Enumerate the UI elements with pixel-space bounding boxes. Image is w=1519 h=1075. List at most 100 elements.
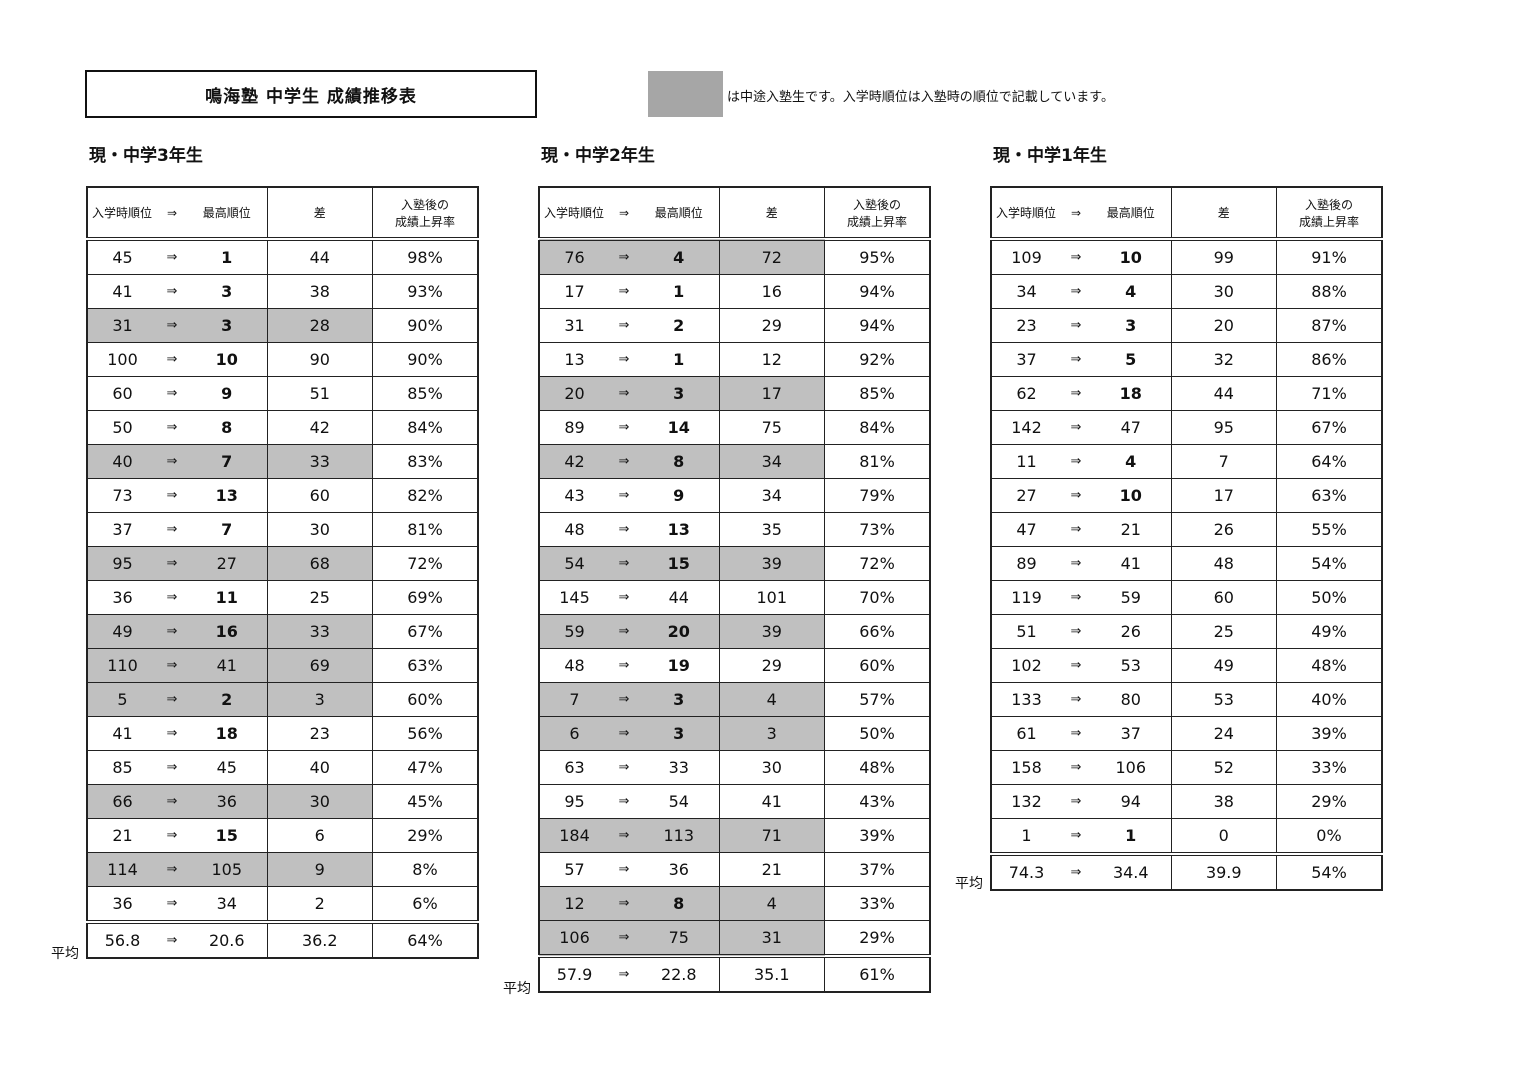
table-row: 48 ⇒ 19 29 60% bbox=[538, 648, 931, 683]
improvement-rate: 0% bbox=[1276, 818, 1383, 855]
best-rank: 26 bbox=[1091, 614, 1172, 649]
rank-diff: 33 bbox=[266, 444, 373, 479]
arrow-icon: ⇒ bbox=[1061, 376, 1091, 411]
rank-diff: 20 bbox=[1170, 308, 1277, 343]
arrow-icon: ⇒ bbox=[609, 444, 639, 479]
document-title: 鳴海塾 中学生 成績推移表 bbox=[85, 70, 537, 118]
improvement-rate: 93% bbox=[372, 274, 479, 309]
table-row: 40 ⇒ 7 33 83% bbox=[86, 444, 479, 479]
best-rank: 8 bbox=[639, 886, 720, 921]
entry-rank: 106 bbox=[538, 920, 609, 957]
header-rate: 入塾後の 成績上昇率 bbox=[372, 186, 479, 241]
rank-diff: 21 bbox=[718, 852, 825, 887]
best-rank: 106 bbox=[1091, 750, 1172, 785]
best-rank: 3 bbox=[187, 274, 268, 309]
improvement-rate: 82% bbox=[372, 478, 479, 513]
rank-diff: 30 bbox=[266, 784, 373, 819]
improvement-rate: 45% bbox=[372, 784, 479, 819]
arrow-icon: ⇒ bbox=[157, 750, 187, 785]
table-row: 142 ⇒ 47 95 67% bbox=[990, 410, 1383, 445]
best-rank: 5 bbox=[1091, 342, 1172, 377]
improvement-rate: 29% bbox=[824, 920, 931, 957]
rank-diff: 17 bbox=[1170, 478, 1277, 513]
entry-rank: 158 bbox=[990, 750, 1061, 785]
arrow-icon: ⇒ bbox=[1061, 648, 1091, 683]
table-row: 37 ⇒ 7 30 81% bbox=[86, 512, 479, 547]
average-best: 20.6 bbox=[187, 920, 268, 959]
header-row: 入学時順位 ⇒ 最高順位差入塾後の 成績上昇率 bbox=[538, 186, 931, 241]
arrow-icon: ⇒ bbox=[157, 852, 187, 887]
rank-diff: 75 bbox=[718, 410, 825, 445]
improvement-rate: 71% bbox=[1276, 376, 1383, 411]
entry-rank: 95 bbox=[86, 546, 157, 581]
rank-diff: 26 bbox=[1170, 512, 1277, 547]
improvement-rate: 94% bbox=[824, 274, 931, 309]
rank-diff: 12 bbox=[718, 342, 825, 377]
rank-diff: 7 bbox=[1170, 444, 1277, 479]
legend-swatch bbox=[648, 71, 723, 117]
improvement-rate: 29% bbox=[1276, 784, 1383, 819]
best-rank: 3 bbox=[639, 682, 720, 717]
arrow-icon: ⇒ bbox=[609, 376, 639, 411]
average-entry: 74.3 bbox=[990, 852, 1061, 891]
entry-rank: 41 bbox=[86, 274, 157, 309]
improvement-rate: 81% bbox=[372, 512, 479, 547]
entry-rank: 41 bbox=[86, 716, 157, 751]
best-rank: 105 bbox=[187, 852, 268, 887]
best-rank: 16 bbox=[187, 614, 268, 649]
score-table: 入学時順位 ⇒ 最高順位差入塾後の 成績上昇率 109 ⇒ 10 99 91% 34 ⇒ 4 30 88%… bbox=[990, 186, 1383, 891]
table-row: 42 ⇒ 8 34 81% bbox=[538, 444, 931, 479]
table-row: 114 ⇒ 105 9 8% bbox=[86, 852, 479, 887]
table-row: 31 ⇒ 2 29 94% bbox=[538, 308, 931, 343]
arrow-icon: ⇒ bbox=[157, 342, 187, 377]
header-row: 入学時順位 ⇒ 最高順位差入塾後の 成績上昇率 bbox=[86, 186, 479, 241]
table-row: 50 ⇒ 8 42 84% bbox=[86, 410, 479, 445]
table-row: 43 ⇒ 9 34 79% bbox=[538, 478, 931, 513]
table-row: 89 ⇒ 14 75 84% bbox=[538, 410, 931, 445]
table-row: 76 ⇒ 4 72 95% bbox=[538, 238, 931, 275]
best-rank: 36 bbox=[639, 852, 720, 887]
table-row: 145 ⇒ 44 101 70% bbox=[538, 580, 931, 615]
entry-rank: 142 bbox=[990, 410, 1061, 445]
improvement-rate: 54% bbox=[1276, 546, 1383, 581]
rank-diff: 30 bbox=[718, 750, 825, 785]
average-rate: 64% bbox=[372, 920, 479, 959]
rank-diff: 3 bbox=[266, 682, 373, 717]
rank-diff: 4 bbox=[718, 886, 825, 921]
entry-rank: 6 bbox=[538, 716, 609, 751]
entry-rank: 54 bbox=[538, 546, 609, 581]
improvement-rate: 69% bbox=[372, 580, 479, 615]
header-rate-line1: 入塾後の bbox=[400, 197, 449, 212]
arrow-icon: ⇒ bbox=[609, 546, 639, 581]
entry-rank: 109 bbox=[990, 238, 1061, 275]
improvement-rate: 67% bbox=[1276, 410, 1383, 445]
table-row: 89 ⇒ 41 48 54% bbox=[990, 546, 1383, 581]
arrow-icon: ⇒ bbox=[1061, 852, 1091, 891]
arrow-icon: ⇒ bbox=[157, 920, 187, 959]
rank-diff: 29 bbox=[718, 648, 825, 683]
entry-rank: 12 bbox=[538, 886, 609, 921]
improvement-rate: 60% bbox=[824, 648, 931, 683]
best-rank: 34 bbox=[187, 886, 268, 923]
best-rank: 37 bbox=[1091, 716, 1172, 751]
table-row: 158 ⇒ 106 52 33% bbox=[990, 750, 1383, 785]
rank-diff: 99 bbox=[1170, 238, 1277, 275]
rank-diff: 30 bbox=[266, 512, 373, 547]
rank-diff: 42 bbox=[266, 410, 373, 445]
arrow-icon: ⇒ bbox=[1061, 818, 1091, 855]
header-entry: 入学時順位 bbox=[86, 186, 157, 241]
arrow-icon: ⇒ bbox=[609, 886, 639, 921]
best-rank: 2 bbox=[639, 308, 720, 343]
entry-rank: 85 bbox=[86, 750, 157, 785]
rank-diff: 33 bbox=[266, 614, 373, 649]
improvement-rate: 70% bbox=[824, 580, 931, 615]
arrow-icon: ⇒ bbox=[1061, 308, 1091, 343]
arrow-icon: ⇒ bbox=[609, 750, 639, 785]
arrow-icon: ⇒ bbox=[157, 444, 187, 479]
rank-diff: 32 bbox=[1170, 342, 1277, 377]
average-row: 74.3 ⇒ 34.4 39.9 54% bbox=[990, 852, 1383, 891]
entry-rank: 7 bbox=[538, 682, 609, 717]
header-best: 最高順位 bbox=[187, 186, 268, 241]
table-row: 36 ⇒ 11 25 69% bbox=[86, 580, 479, 615]
